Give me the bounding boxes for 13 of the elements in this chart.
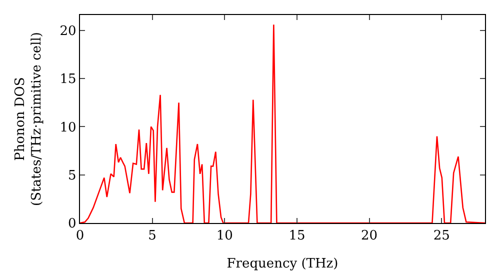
x-axis-title: Frequency (THz) xyxy=(226,256,338,272)
x-tick-label: 10 xyxy=(216,228,233,244)
y-tick-label: 15 xyxy=(60,72,76,88)
x-tick-label: 15 xyxy=(288,228,306,244)
y-axis-title: Phonon DOS (States/THz·primitive cell) xyxy=(12,32,45,206)
x-tick-label: 5 xyxy=(148,228,156,244)
x-tick-label: 25 xyxy=(433,228,450,244)
y-tick-label: 0 xyxy=(68,216,76,232)
y-tick-label: 5 xyxy=(68,168,76,184)
y-tick-label: 20 xyxy=(60,24,76,39)
x-tick-label: 20 xyxy=(361,228,378,244)
line-series xyxy=(80,24,485,223)
y-tick-label: 10 xyxy=(60,120,76,136)
